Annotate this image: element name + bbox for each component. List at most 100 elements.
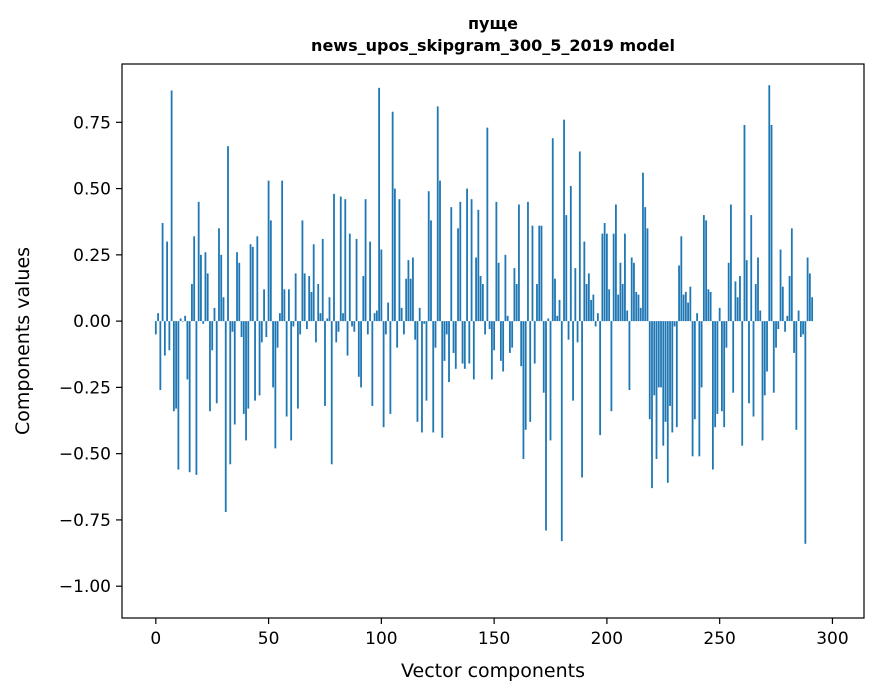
bar-270: [763, 321, 766, 396]
bar-68: [308, 276, 311, 322]
bar-74: [321, 238, 324, 322]
bar-117: [418, 307, 421, 322]
bar-52: [272, 321, 274, 388]
bar-42: [249, 244, 252, 322]
bar-90: [357, 321, 360, 377]
bar-93: [364, 199, 367, 322]
bar-169: [536, 284, 538, 322]
bar-60: [290, 321, 293, 441]
bar-129: [445, 321, 448, 335]
bar-15: [188, 321, 191, 473]
bar-256: [732, 321, 735, 393]
bar-39: [242, 321, 245, 414]
bar-266: [754, 284, 757, 322]
bar-147: [486, 127, 489, 322]
bar-155: [504, 254, 507, 322]
bar-139: [468, 321, 471, 364]
bar-199: [603, 223, 606, 322]
bar-257: [734, 281, 737, 322]
bar-262: [745, 260, 748, 322]
bar-187: [576, 321, 579, 343]
bar-215: [639, 307, 642, 322]
bar-134: [457, 228, 459, 322]
bar-69: [310, 291, 313, 322]
bar-236: [687, 302, 689, 322]
bar-285: [797, 310, 800, 322]
bar-223: [657, 321, 660, 388]
bar-190: [583, 241, 586, 322]
bar-87: [351, 321, 353, 327]
bar-53: [274, 321, 277, 449]
bar-180: [560, 321, 563, 542]
bar-206: [619, 262, 622, 322]
bar-128: [443, 321, 446, 361]
bar-124: [434, 321, 437, 348]
bar-235: [684, 291, 687, 322]
bar-144: [479, 276, 482, 322]
bar-50: [267, 180, 270, 322]
bar-174: [547, 318, 550, 322]
bar-230: [673, 321, 676, 327]
bar-232: [678, 265, 680, 322]
bar-152: [497, 262, 500, 322]
bar-66: [303, 273, 306, 322]
bar-197: [599, 321, 602, 436]
bar-0: [154, 321, 157, 335]
bar-267: [757, 257, 759, 322]
y-tick-label: −0.50: [59, 445, 111, 465]
bar-254: [727, 262, 730, 322]
bar-130: [448, 321, 450, 383]
bar-14: [186, 321, 189, 380]
bar-239: [693, 321, 696, 420]
bar-76: [326, 318, 329, 322]
bar-250: [718, 307, 721, 322]
bar-101: [382, 321, 385, 428]
bar-271: [766, 321, 768, 372]
bar-219: [648, 321, 651, 420]
bar-22: [204, 252, 207, 322]
bar-56: [281, 180, 284, 322]
bar-119: [423, 321, 426, 324]
bar-120: [425, 321, 428, 401]
bar-248: [714, 321, 717, 428]
bar-222: [655, 321, 658, 459]
bar-89: [355, 238, 358, 322]
bar-4: [163, 321, 166, 356]
bar-43: [251, 246, 254, 322]
bar-233: [680, 236, 683, 322]
bar-27: [215, 321, 218, 404]
bar-48: [263, 289, 265, 322]
bar-136: [461, 321, 464, 364]
bar-186: [574, 268, 577, 322]
bar-132: [452, 321, 455, 353]
bar-288: [804, 321, 807, 544]
bar-198: [601, 233, 604, 322]
bar-263: [748, 321, 750, 404]
bar-146: [484, 321, 486, 335]
bar-138: [466, 188, 468, 322]
bar-55: [278, 313, 281, 322]
bar-252: [723, 321, 726, 428]
bar-65: [301, 220, 304, 322]
bar-251: [721, 321, 723, 412]
bar-6: [168, 321, 171, 351]
bar-213: [635, 291, 638, 322]
bar-159: [513, 268, 516, 322]
bar-29: [220, 254, 223, 322]
bar-17: [193, 236, 196, 322]
bar-291: [811, 297, 814, 322]
bar-28: [218, 228, 220, 322]
bar-91: [360, 321, 362, 388]
bar-80: [335, 321, 338, 343]
bar-201: [608, 289, 611, 322]
bar-32: [227, 146, 229, 322]
bar-280: [786, 315, 789, 322]
bar-38: [240, 321, 243, 338]
bar-148: [488, 321, 491, 330]
bar-113: [409, 278, 412, 322]
bar-179: [558, 299, 561, 322]
bar-188: [578, 151, 581, 322]
bar-241: [698, 321, 701, 457]
bar-150: [493, 321, 496, 351]
